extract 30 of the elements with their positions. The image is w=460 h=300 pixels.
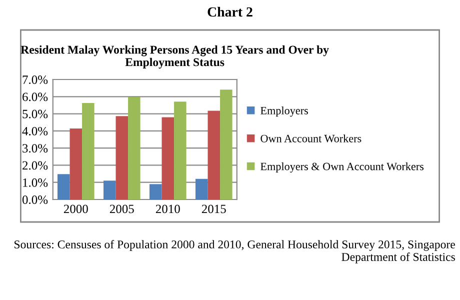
bar [208,110,220,200]
x-tick-label: 2005 [110,204,134,214]
bar [58,174,70,200]
legend-label: Employers & Own Account Workers [260,162,424,173]
y-tick-label: 6.0% [22,92,48,102]
bar [70,128,82,200]
bar [162,117,174,200]
bar [128,96,140,200]
y-tick-label: 1.0% [23,178,48,187]
y-tick-label: 4.0% [22,126,48,136]
chart-subtitle: Resident Malay Working Persons Aged 15 Years and Over by Employment Status [20,45,329,69]
x-tick-label: 2015 [202,204,226,214]
legend-label: Employers [260,106,308,117]
y-tick-label: 2.0% [22,161,48,170]
x-tick-label: 2000 [64,204,88,214]
y-tick-label: 7.0% [22,76,48,84]
bar [220,90,232,200]
source-note: Sources: Censuses of Population 2000 and 2010, General Household Survey 2015, Singapore Department of Statistics [14,240,455,264]
legend-label: Own Account Workers [260,134,362,142]
y-tick-label: 5.0% [22,110,48,118]
bar [104,180,116,200]
bar [82,102,94,200]
bar [150,184,162,200]
bar [196,178,208,200]
bar [116,116,128,200]
y-tick-label: 0.0% [22,196,48,204]
x-tick-label: 2010 [156,204,180,214]
y-tick-label: 3.0% [22,144,48,153]
chart-title: Chart 2 [208,6,252,17]
bar [174,102,186,200]
